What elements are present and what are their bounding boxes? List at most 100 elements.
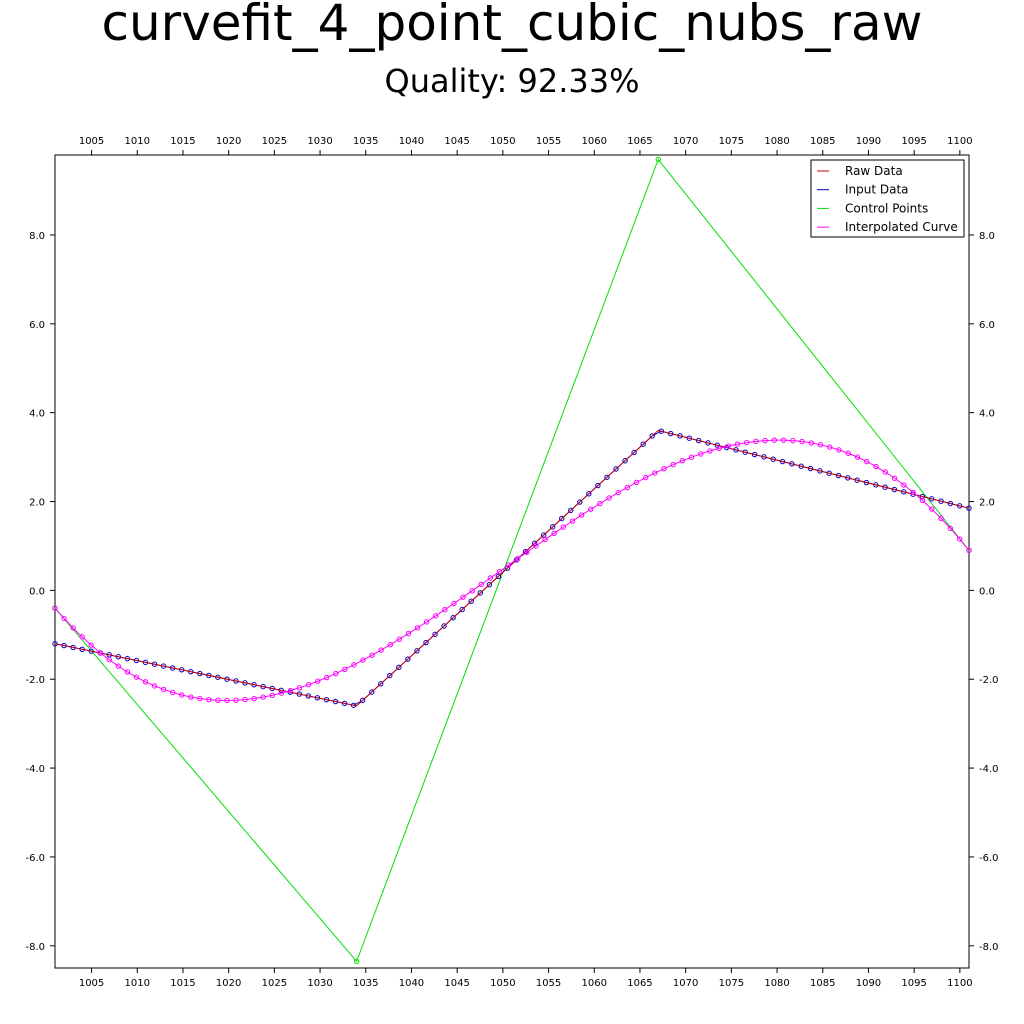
data-point — [142, 679, 149, 685]
data-point — [642, 474, 649, 481]
data-point — [269, 692, 275, 699]
x-tick-label-top: 1065 — [627, 136, 652, 147]
x-tick-label-top: 1015 — [170, 136, 195, 147]
series-raw-data — [54, 429, 970, 707]
x-tick-label-bottom: 1010 — [125, 978, 150, 989]
data-point — [179, 692, 185, 698]
data-point — [670, 461, 676, 468]
data-point — [432, 631, 438, 637]
y-tick-label-left: 0.0 — [29, 586, 45, 597]
x-tick-label-top: 1010 — [125, 136, 150, 147]
x-tick-label-bottom: 1050 — [490, 978, 515, 989]
data-point — [524, 549, 530, 555]
data-point — [459, 606, 465, 613]
y-tick-label-right: 4.0 — [979, 409, 995, 420]
x-tick-label-top: 1050 — [490, 136, 515, 147]
x-tick-label-bottom: 1020 — [216, 978, 241, 989]
data-point — [52, 605, 58, 611]
data-point — [622, 458, 628, 464]
x-tick-label-top: 1075 — [719, 136, 744, 147]
data-point — [359, 697, 366, 704]
data-point — [863, 479, 870, 486]
x-tick-label-bottom: 1005 — [79, 978, 104, 989]
data-point — [817, 442, 824, 448]
data-point — [495, 573, 502, 580]
data-point — [891, 475, 898, 481]
data-point — [287, 687, 294, 694]
data-point — [106, 657, 112, 663]
x-tick-label-top: 1020 — [216, 136, 241, 147]
legend-label: Input Data — [845, 183, 909, 197]
data-point — [414, 648, 420, 654]
data-point — [469, 588, 475, 594]
data-point — [725, 443, 732, 449]
data-point — [442, 607, 448, 613]
y-tick-label-right: -6.0 — [979, 853, 999, 864]
data-point — [460, 594, 466, 600]
data-point — [873, 463, 879, 470]
data-point — [569, 518, 576, 524]
control-point — [655, 156, 661, 163]
x-tick-label-top: 1045 — [444, 136, 469, 147]
data-point — [649, 433, 655, 439]
data-point — [640, 441, 646, 447]
data-point — [733, 447, 739, 453]
data-point — [631, 449, 637, 456]
y-tick-label-left: -6.0 — [25, 853, 45, 864]
data-point — [652, 470, 658, 476]
data-point — [405, 630, 412, 637]
x-tick-label-top: 1035 — [353, 136, 378, 147]
y-tick-label-right: 8.0 — [979, 231, 995, 242]
data-point — [761, 454, 767, 460]
y-tick-label-left: 6.0 — [29, 320, 45, 331]
x-tick-label-bottom: 1015 — [170, 978, 195, 989]
data-point — [588, 506, 594, 512]
data-point — [533, 543, 539, 549]
chart-subtitle: Quality: 92.33% — [384, 62, 640, 100]
data-point — [938, 515, 944, 522]
chart-title: curvefit_4_point_cubic_nubs_raw — [101, 0, 923, 52]
x-tick-label-bottom: 1040 — [399, 978, 424, 989]
x-tick-label-bottom: 1085 — [810, 978, 835, 989]
data-point — [686, 435, 693, 441]
data-point — [882, 484, 888, 490]
data-point — [705, 440, 711, 446]
data-point — [845, 475, 851, 481]
data-point — [197, 695, 203, 702]
data-point — [568, 507, 574, 514]
y-tick-label-right: 2.0 — [979, 498, 995, 509]
data-point — [716, 445, 722, 452]
data-point — [929, 506, 935, 512]
data-point — [604, 474, 610, 480]
x-tick-label-top: 1090 — [856, 136, 881, 147]
data-point — [658, 428, 665, 434]
y-tick-label-right: 6.0 — [979, 320, 995, 331]
data-point — [919, 493, 926, 500]
data-point — [667, 430, 674, 437]
data-point — [169, 689, 176, 696]
x-tick-label-top: 1005 — [79, 136, 104, 147]
data-point — [780, 437, 787, 443]
data-point — [606, 495, 612, 501]
data-point — [854, 477, 860, 483]
data-point — [477, 590, 483, 596]
series-line — [54, 429, 970, 707]
x-tick-label-top: 1055 — [536, 136, 561, 147]
series-line — [54, 439, 970, 701]
data-point — [513, 557, 520, 563]
data-point — [405, 656, 411, 662]
data-point — [901, 489, 907, 495]
legend: Raw Data Input Data Control Points Interpol… — [810, 159, 965, 238]
data-point — [260, 694, 266, 700]
data-point — [751, 451, 758, 458]
data-point — [789, 461, 795, 467]
data-point — [487, 575, 494, 581]
data-point — [679, 458, 686, 464]
data-point — [451, 600, 457, 607]
x-tick-label-top: 1025 — [262, 136, 287, 147]
data-point — [324, 674, 330, 681]
x-tick-label-bottom: 1055 — [536, 978, 561, 989]
data-point — [559, 515, 565, 522]
data-point — [919, 497, 926, 504]
legend-box — [810, 159, 965, 238]
